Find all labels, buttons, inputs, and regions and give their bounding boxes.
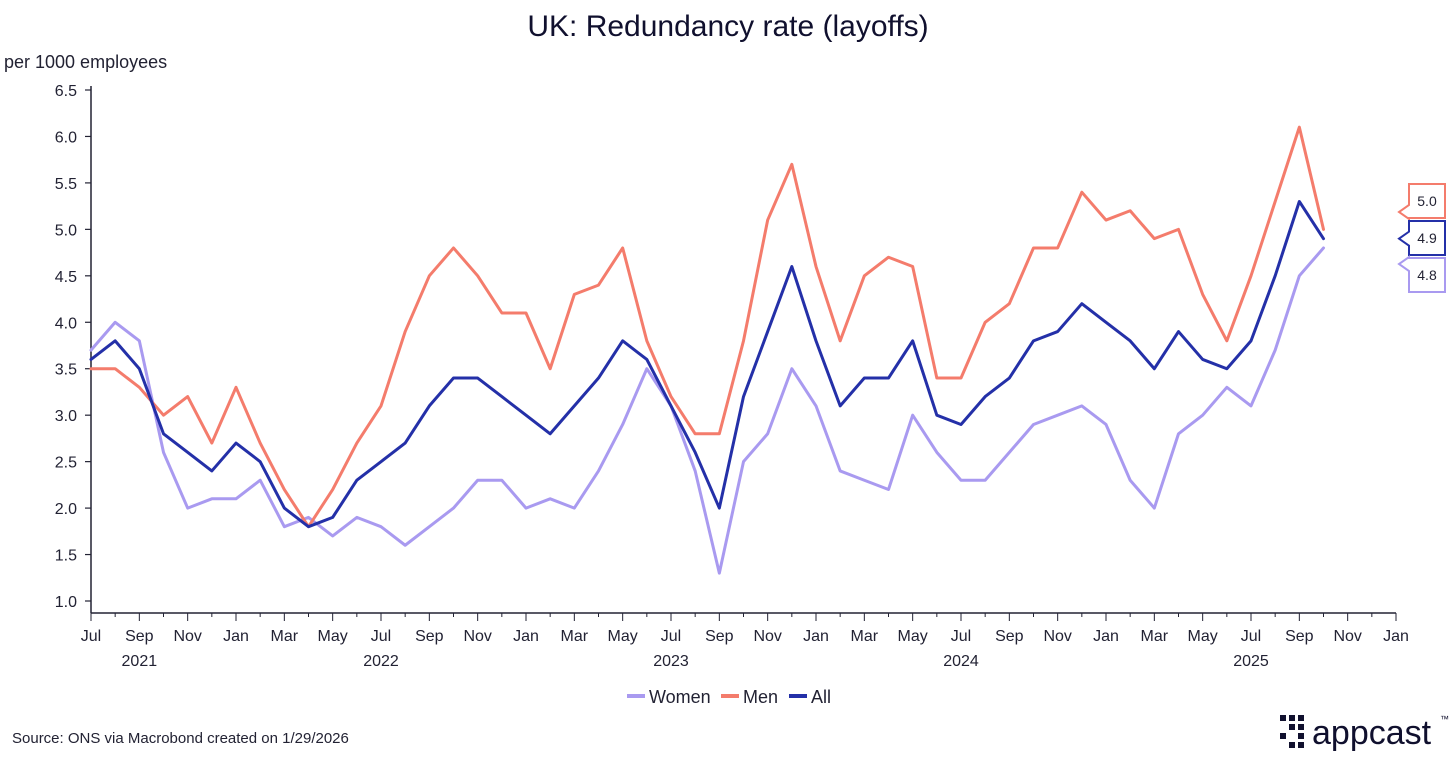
x-tick-label: Jul <box>371 628 391 645</box>
y-tick-label: 4.5 <box>55 269 77 286</box>
source-note: Source: ONS via Macrobond created on 1/2… <box>12 730 349 747</box>
series-line-men <box>89 125 1325 529</box>
legend-label: Men <box>743 687 778 707</box>
legend-item-men: Men <box>721 687 778 707</box>
y-tick-label: 5.5 <box>55 176 77 193</box>
x-tick-label: Nov <box>753 628 781 645</box>
x-tick-label: Sep <box>995 628 1024 645</box>
end-label-men: 5.0 <box>1397 183 1446 221</box>
end-value-labels: 5.0 4.9 4.8 <box>1397 183 1446 293</box>
y-tick-label: 1.0 <box>55 594 77 611</box>
appcast-logo-text: appcast <box>1312 714 1432 752</box>
x-year-label: 2023 <box>653 653 689 670</box>
x-tick-label: May <box>898 628 928 645</box>
y-tick-label: 1.5 <box>55 548 77 565</box>
x-axis: Jul Sep Nov Jan Mar May Jul Sep Nov Jan Mar May Jul S… <box>81 612 1409 670</box>
x-year-label: 2022 <box>363 653 399 670</box>
x-tick-label: May <box>1188 628 1218 645</box>
end-label-value: 5.0 <box>1417 193 1437 209</box>
y-tick-label: 6.5 <box>55 83 77 100</box>
x-tick-label: Jul <box>661 628 681 645</box>
chart-title: UK: Redundancy rate (layoffs) <box>527 10 928 43</box>
x-tick-label: Mar <box>271 628 299 645</box>
y-tick-label: 5.0 <box>55 222 77 239</box>
legend-item-all: All <box>789 687 831 707</box>
legend: Women Men All <box>627 687 831 707</box>
x-year-label: 2025 <box>1233 653 1269 670</box>
x-tick-label: Mar <box>561 628 589 645</box>
series-line-women <box>89 246 1325 575</box>
appcast-logo-icon <box>1280 715 1304 748</box>
end-label-value: 4.8 <box>1417 267 1437 283</box>
end-label-box <box>1397 255 1446 293</box>
x-tick-label: Mar <box>851 628 879 645</box>
x-tick-label: Jan <box>1093 628 1119 645</box>
y-tick-label: 2.5 <box>55 455 77 472</box>
end-label-box <box>1397 183 1446 221</box>
x-tick-label: Jul <box>81 628 101 645</box>
x-tick-label: Sep <box>415 628 444 645</box>
legend-label: Women <box>649 687 711 707</box>
x-tick-label: Nov <box>173 628 201 645</box>
y-tick-label: 4.0 <box>55 315 77 332</box>
x-tick-label: Jul <box>1241 628 1261 645</box>
y-tick-label: 3.5 <box>55 362 77 379</box>
x-tick-label: Mar <box>1141 628 1169 645</box>
x-tick-label: Jan <box>513 628 539 645</box>
y-axis-label: per 1000 employees <box>4 52 167 72</box>
y-tick-label: 6.0 <box>55 129 77 146</box>
x-tick-label: Nov <box>1333 628 1361 645</box>
x-tick-label: May <box>318 628 348 645</box>
x-tick-label: Nov <box>463 628 491 645</box>
end-label-box <box>1397 220 1446 256</box>
x-tick-label: Nov <box>1043 628 1071 645</box>
y-tick-label: 2.0 <box>55 501 77 518</box>
series-lines <box>89 125 1325 575</box>
x-year-label: 2024 <box>943 653 979 670</box>
end-label-women: 4.8 <box>1397 255 1446 293</box>
legend-item-women: Women <box>627 687 711 707</box>
end-label-all: 4.9 <box>1397 220 1446 256</box>
x-tick-label: Jan <box>803 628 829 645</box>
x-year-label: 2021 <box>122 653 158 670</box>
x-tick-label: Jan <box>223 628 249 645</box>
appcast-logo: appcast ™ <box>1280 714 1449 752</box>
x-tick-label: Jul <box>951 628 971 645</box>
y-tick-label: 3.0 <box>55 408 77 425</box>
x-tick-label: Sep <box>125 628 154 645</box>
x-tick-label: Sep <box>1285 628 1314 645</box>
end-label-value: 4.9 <box>1417 230 1437 246</box>
x-tick-label: Sep <box>705 628 734 645</box>
legend-label: All <box>811 687 831 707</box>
series-line-all <box>89 199 1325 529</box>
y-axis: 1.0 1.5 2.0 2.5 3.0 3.5 4.0 4.5 5.0 5.5 6.0 6.5 <box>55 83 92 613</box>
x-tick-label: Jan <box>1383 628 1409 645</box>
appcast-logo-trademark: ™ <box>1440 714 1449 724</box>
x-tick-label: May <box>608 628 638 645</box>
